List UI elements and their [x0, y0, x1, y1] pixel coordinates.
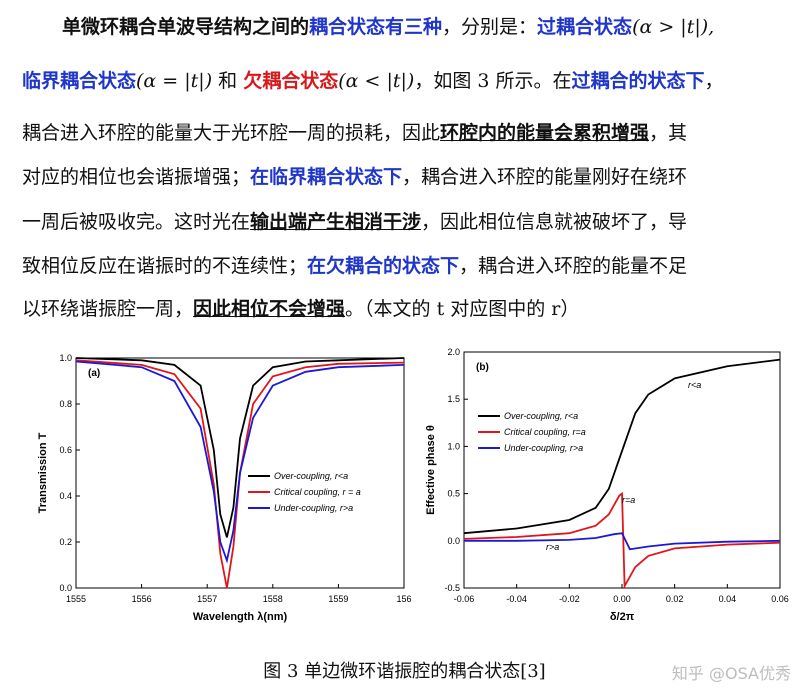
x-tick-label: 1559	[328, 594, 348, 604]
highlight-blue: 耦合状态有三种	[309, 16, 443, 38]
y-tick-label: 1.0	[447, 441, 460, 451]
paragraph-line-3: 耦合进入环腔的能量大于光环腔一周的损耗，因此环腔内的能量会累积增强，其	[22, 118, 687, 148]
x-tick-label: 0.02	[666, 594, 684, 604]
highlight-blue: 在欠耦合的状态下	[307, 255, 460, 277]
x-tick-label: -0.04	[506, 594, 527, 604]
text-run: ，其	[649, 122, 688, 144]
y-tick-label: 1.5	[447, 394, 460, 404]
y-tick-label: 0.0	[59, 583, 72, 593]
x-tick-label: 0.04	[719, 594, 737, 604]
series-line	[463, 491, 781, 590]
text-run: 和	[212, 70, 244, 92]
y-tick-label: 2.0	[447, 347, 460, 357]
paragraph-line-2: 临界耦合状态(α = |t|) 和 欠耦合状态(α < |t|)，如图 3 所示…	[22, 66, 724, 96]
x-tick-label: 1555	[66, 594, 86, 604]
math-expression: (α > |t|),	[632, 16, 715, 38]
emphasis-underline: 输出端产生相消干涉	[250, 211, 422, 233]
y-tick-label: 0.8	[59, 399, 72, 409]
x-tick-label: -0.06	[454, 594, 475, 604]
annotation-label: r=a	[622, 495, 635, 505]
y-axis-label: Effective phase θ	[425, 425, 437, 515]
x-tick-label: 1556	[132, 594, 152, 604]
paragraph-line-4: 对应的相位也会谐振增强；在临界耦合状态下，耦合进入环腔的能量刚好在绕环	[22, 162, 687, 192]
series-line	[75, 360, 405, 564]
y-axis-label: Transmission T	[37, 432, 49, 513]
x-tick-label: 1557	[197, 594, 217, 604]
y-tick-label: 0.5	[447, 489, 460, 499]
text-run: 致相位反应在谐振时的不连续性；	[22, 255, 308, 277]
legend-label: Under-coupling, r>a	[504, 443, 583, 453]
text-run: ，耦合进入环腔的能量不足	[459, 255, 688, 277]
panel-label: (b)	[476, 362, 489, 373]
text-run: 。（本文的 t 对应图中的 r）	[345, 298, 580, 320]
highlight-red: 欠耦合状态	[243, 70, 339, 92]
figure-caption: 图 3 单边微环谐振腔的耦合状态[3]	[263, 661, 546, 682]
x-tick-label: 0.00	[613, 594, 631, 604]
x-tick-label: 1558	[263, 594, 283, 604]
y-tick-label: 0.0	[447, 536, 460, 546]
text-run: ，因此相位信息就被破坏了，导	[421, 211, 688, 233]
text-run: 耦合进入环腔的能量大于光环腔一周的损耗，因此	[22, 122, 441, 144]
text-run: ，如图 3 所示。在	[414, 70, 572, 92]
x-axis-label: Wavelength λ(nm)	[193, 611, 288, 623]
series-line	[464, 532, 781, 551]
panel-label: (a)	[88, 368, 100, 379]
math-expression: (α = |t|)	[136, 70, 213, 92]
paragraph-line-1: 单微环耦合单波导结构之间的耦合状态有三种，分别是：过耦合状态(α > |t|),	[62, 12, 714, 42]
legend-label: Over-coupling, r<a	[274, 471, 348, 481]
series-line	[75, 359, 405, 589]
paragraph-line-5: 一周后被吸收完。这时光在输出端产生相消干涉，因此相位信息就被破坏了，导	[22, 207, 687, 237]
highlight-blue: 过耦合状态	[537, 16, 633, 38]
text-run: 对应的相位也会谐振增强；	[22, 166, 251, 188]
legend-label: Over-coupling, r<a	[504, 411, 578, 421]
text-run: ，	[704, 70, 724, 92]
highlight-blue: 过耦合的状态下	[571, 70, 705, 92]
y-tick-label: 0.6	[59, 445, 72, 455]
y-tick-label: 1.0	[59, 353, 72, 363]
x-tick-label: 0.06	[771, 594, 789, 604]
text-run: ，耦合进入环腔的能量刚好在绕环	[402, 166, 688, 188]
annotation-label: r<a	[688, 380, 701, 390]
x-tick-label: -0.02	[559, 594, 580, 604]
highlight-blue: 临界耦合状态	[22, 70, 137, 92]
x-tick-label: 156	[396, 594, 411, 604]
legend-label: Critical coupling, r=a	[504, 427, 586, 437]
series-line	[75, 357, 405, 538]
x-axis-label: δ/2π	[610, 611, 635, 623]
text-run: 单微环耦合单波导结构之间的	[62, 16, 310, 38]
plot-frame	[75, 357, 405, 589]
highlight-blue: 在临界耦合状态下	[250, 166, 403, 188]
math-expression: (α < |t|)	[338, 70, 415, 92]
paragraph-line-7: 以环绕谐振腔一周，因此相位不会增强。（本文的 t 对应图中的 r）	[22, 294, 579, 324]
text-run: ，分别是：	[442, 16, 538, 38]
legend-label: Critical coupling, r = a	[274, 487, 361, 497]
legend-label: Under-coupling, r>a	[274, 503, 353, 513]
text-run: 以环绕谐振腔一周，	[22, 298, 194, 320]
emphasis-underline: 因此相位不会增强	[193, 298, 346, 320]
y-tick-label: 0.4	[59, 491, 72, 501]
paragraph-line-6: 致相位反应在谐振时的不连续性；在欠耦合的状态下，耦合进入环腔的能量不足	[22, 251, 687, 281]
phase-chart: -0.06 -0.04 -0.02 0.00 0.02 0.04 0.06 -0.5 0.0 0.…	[425, 347, 789, 623]
plot-frame	[463, 351, 781, 589]
emphasis-underline: 环腔内的能量会累积增强	[440, 122, 650, 144]
y-tick-label: -0.5	[444, 583, 460, 593]
text-run: 一周后被吸收完。这时光在	[22, 211, 251, 233]
series-line	[463, 358, 781, 535]
annotation-label: r>a	[546, 542, 559, 552]
y-tick-label: 0.2	[59, 537, 72, 547]
transmission-chart: 1555 1556 1557 1558 1559 156 0.0 0.2 0.4 0.6 0.8 1.…	[37, 353, 412, 623]
watermark: 知乎 @OSA优秀	[671, 664, 791, 683]
